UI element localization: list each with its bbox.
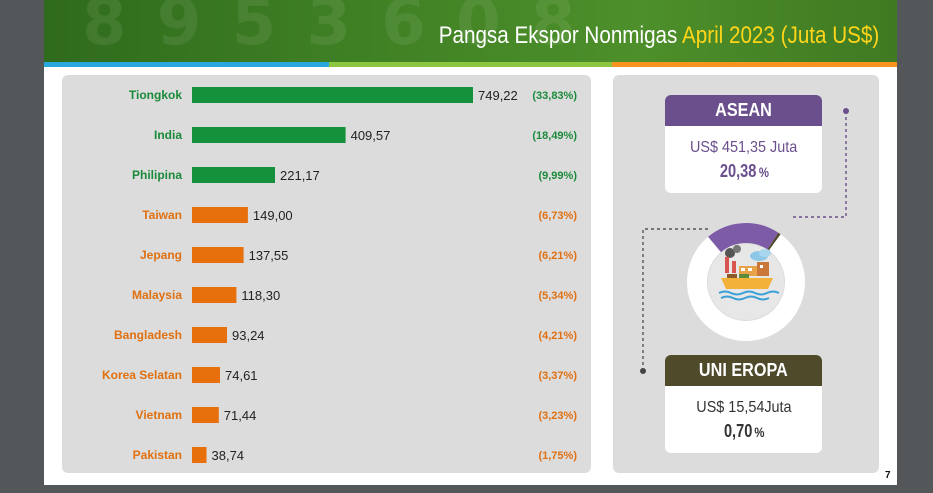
bar-chart: Tiongkok 749,22 (33,83%) India 409,57 (18,49%…: [102, 87, 577, 463]
eu-card-title: UNI EROPA: [665, 355, 822, 386]
asean-card: ASEAN US$ 451,35 Juta 20,38%: [665, 95, 822, 193]
category-label: Malaysia: [132, 288, 182, 302]
bar: [192, 127, 346, 143]
donut-arc-eu: [767, 232, 781, 251]
value-label: 74,61: [225, 368, 258, 383]
value-label: 71,44: [224, 408, 257, 423]
slide: 8 9 5 3 6 0 8 Pangsa Ekspor Nonmigas Apr…: [44, 0, 897, 485]
value-label: 38,74: [212, 448, 245, 463]
category-label: Jepang: [140, 248, 182, 262]
share-donut: [640, 108, 849, 374]
bar: [192, 327, 227, 343]
category-label: Tiongkok: [129, 88, 182, 102]
bar-chart-panel: Tiongkok 749,22 (33,83%) India 409,57 (18,49%…: [62, 75, 591, 473]
value-label: 93,24: [232, 328, 265, 343]
bar: [192, 167, 275, 183]
bar-row: Malaysia 118,30 (5,34%): [132, 287, 577, 303]
bar: [192, 207, 248, 223]
bar: [192, 287, 237, 303]
value-label: 221,17: [280, 168, 320, 183]
stripe-blue: [44, 62, 329, 67]
connector-eu-dot: [640, 368, 646, 374]
title-accent: April 2023 (Juta US$): [681, 22, 879, 49]
asean-card-title: ASEAN: [665, 95, 822, 126]
share-label: (3,37%): [538, 370, 577, 382]
category-label: Bangladesh: [114, 328, 182, 342]
title-main: Pangsa Ekspor Nonmigas: [438, 22, 678, 49]
asean-amount: US$ 451,35 Juta: [689, 139, 798, 156]
share-label: (1,75%): [538, 450, 577, 462]
bar-row: Korea Selatan 74,61 (3,37%): [102, 367, 577, 383]
bar-row: Vietnam 71,44 (3,23%): [136, 407, 577, 423]
header-banner: 8 9 5 3 6 0 8 Pangsa Ekspor Nonmigas Apr…: [44, 0, 897, 62]
eu-card: UNI EROPA US$ 15,54Juta 0,70%: [665, 355, 822, 453]
share-label: (3,23%): [538, 410, 577, 422]
category-label: Korea Selatan: [102, 368, 182, 382]
header-decoration: 8 9 5 3 6 0 8: [82, 0, 580, 60]
page-title: Pangsa Ekspor Nonmigas April 2023 (Juta …: [438, 22, 879, 50]
category-label: Vietnam: [136, 408, 182, 422]
share-label: (4,21%): [538, 330, 577, 342]
bar-row: Pakistan 38,74 (1,75%): [133, 447, 577, 463]
eu-amount: US$ 15,54Juta: [695, 399, 792, 416]
bar-row: Bangladesh 93,24 (4,21%): [114, 327, 577, 343]
bar-row: Tiongkok 749,22 (33,83%): [129, 87, 577, 103]
category-label: Pakistan: [133, 448, 182, 462]
share-label: (6,21%): [538, 250, 577, 262]
eu-percent: 0,70%: [723, 421, 765, 441]
stripe-orange: [612, 62, 897, 67]
bar-row: Jepang 137,55 (6,21%): [140, 247, 577, 263]
category-label: Philipina: [132, 168, 182, 182]
category-label: India: [154, 128, 182, 142]
value-label: 149,00: [253, 208, 293, 223]
bar: [192, 87, 473, 103]
share-label: (18,49%): [532, 130, 577, 142]
value-label: 137,55: [249, 248, 289, 263]
factory-ship-icon: [718, 245, 780, 301]
bar: [192, 447, 207, 463]
bar-row: India 409,57 (18,49%): [154, 127, 577, 143]
stripe-green: [329, 62, 612, 67]
bar-row: Philipina 221,17 (9,99%): [132, 167, 577, 183]
category-label: Taiwan: [142, 208, 182, 222]
share-label: (6,73%): [538, 210, 577, 222]
share-label: (9,99%): [538, 170, 577, 182]
bar: [192, 247, 244, 263]
connector-asean-dot: [843, 108, 849, 114]
bar-row: Taiwan 149,00 (6,73%): [142, 207, 577, 223]
value-label: 118,30: [241, 288, 280, 303]
bar: [192, 367, 220, 383]
bar: [192, 407, 219, 423]
donut-arc-asean: [708, 223, 779, 253]
share-label: (5,34%): [538, 290, 577, 302]
value-label: 749,22: [478, 88, 518, 103]
value-label: 409,57: [351, 128, 391, 143]
asean-percent: 20,38%: [719, 161, 769, 181]
share-label: (33,83%): [532, 90, 577, 102]
region-panel: ASEAN US$ 451,35 Juta 20,38% UNI EROPA U…: [613, 75, 879, 473]
page-number: 7: [885, 470, 891, 481]
